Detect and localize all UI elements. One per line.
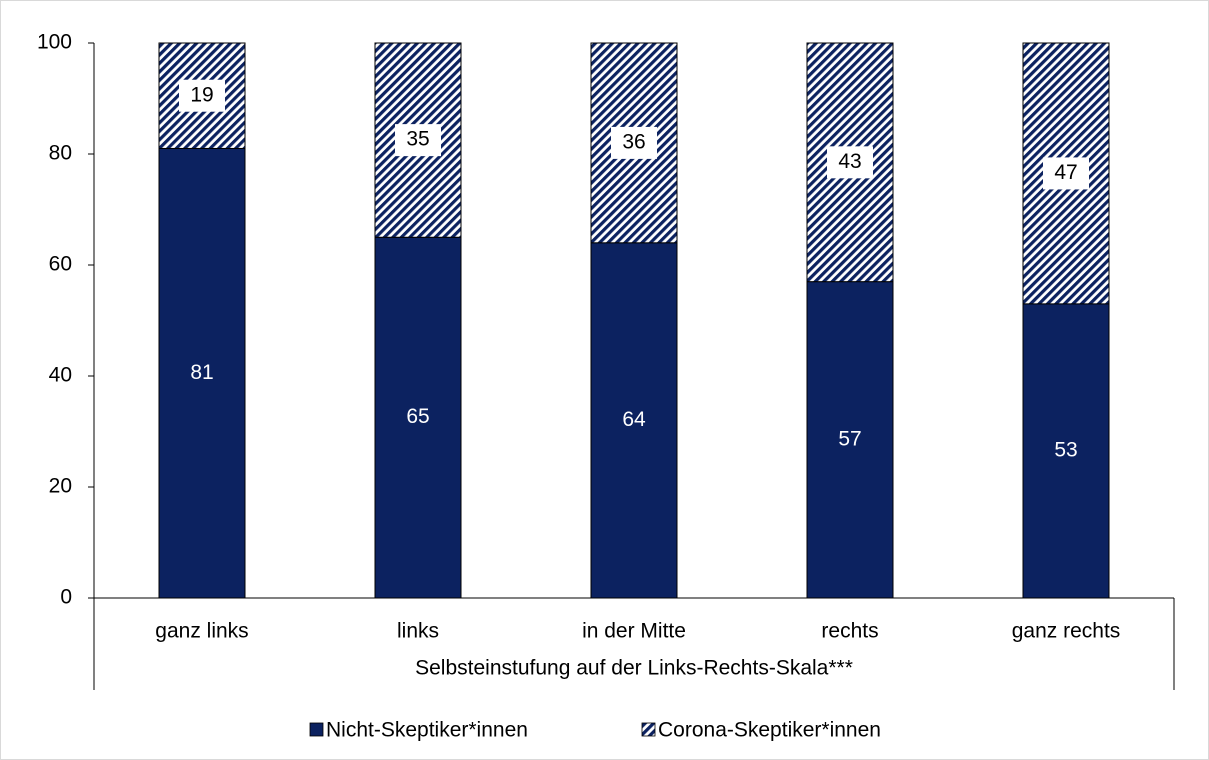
label-box	[395, 124, 441, 157]
x-tick-label: ganz links	[155, 620, 248, 643]
y-tick-label: 0	[60, 586, 72, 609]
label-box	[1043, 157, 1089, 190]
label-box	[179, 79, 225, 112]
data-label: 57	[838, 427, 861, 450]
y-tick-label: 100	[37, 31, 72, 54]
bar-segment	[158, 147, 246, 599]
label-box	[827, 146, 873, 179]
legend-label: Corona-Skeptiker*innen	[658, 719, 881, 742]
bar-segment	[806, 281, 894, 599]
data-label: 81	[190, 361, 213, 384]
data-label: 19	[190, 83, 213, 106]
legend-swatch	[309, 722, 324, 737]
y-tick-label: 80	[49, 142, 72, 165]
legend-swatch	[641, 722, 656, 737]
y-tick-label: 20	[49, 475, 72, 498]
bar-segment	[1022, 303, 1110, 599]
data-label: 36	[622, 130, 645, 153]
x-tick-label: rechts	[821, 620, 878, 643]
legend-label: Nicht-Skeptiker*innen	[326, 719, 528, 742]
data-label: 43	[838, 150, 861, 173]
data-label: 64	[622, 408, 646, 431]
label-box	[611, 126, 657, 159]
x-tick-label: links	[397, 620, 439, 643]
x-tick-label: ganz rechts	[1012, 620, 1121, 643]
x-tick-label: in der Mitte	[582, 620, 686, 643]
data-label: 65	[406, 405, 429, 428]
bar-segment	[374, 42, 462, 238]
data-label: 53	[1054, 438, 1077, 461]
x-axis-title: Selbsteinstufung auf der Links-Rechts-Sk…	[415, 657, 853, 680]
data-label: 47	[1054, 161, 1077, 184]
y-tick-label: 40	[49, 364, 72, 387]
data-label: 35	[406, 128, 429, 151]
y-tick-label: 60	[49, 253, 72, 276]
